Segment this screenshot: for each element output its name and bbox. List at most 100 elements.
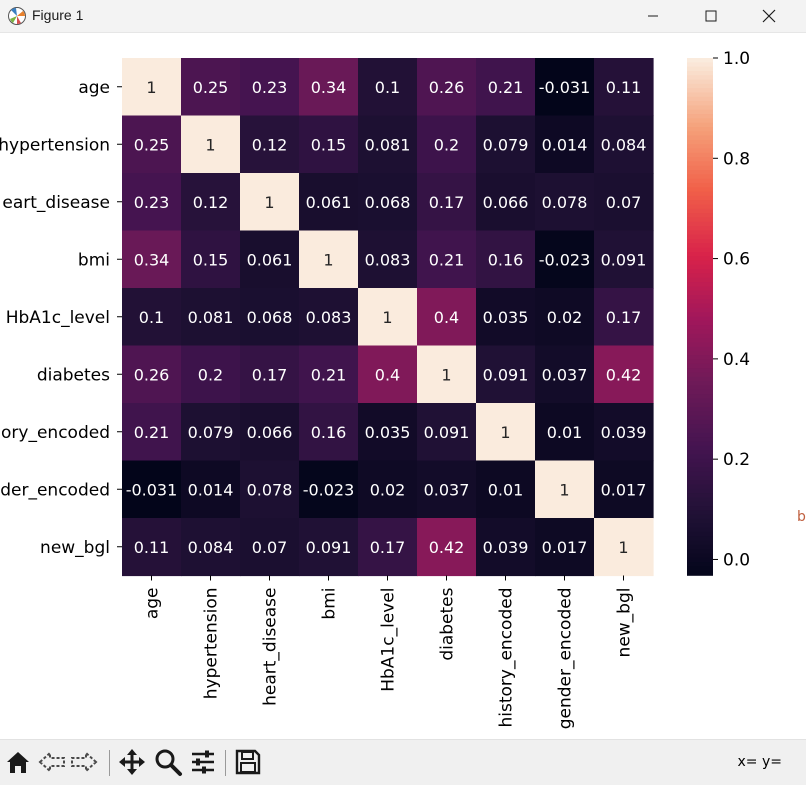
colorbar-segment xyxy=(687,454,713,460)
colorbar-segment xyxy=(687,338,713,344)
colorbar-segment xyxy=(687,200,713,206)
colorbar-segment xyxy=(687,83,713,89)
cell-value-label: 0.037 xyxy=(424,480,470,499)
back-arrow-icon xyxy=(38,750,65,774)
navigation-toolbar: x= y= xyxy=(0,739,806,785)
colorbar-segment xyxy=(687,62,713,68)
cell-value-label: 0.21 xyxy=(429,250,465,269)
heatmap-cell xyxy=(122,518,182,577)
colorbar-segment xyxy=(687,493,713,499)
heatmap-cell xyxy=(594,403,654,462)
heatmap-cell xyxy=(240,58,300,117)
heatmap-cell xyxy=(240,460,300,519)
cell-value-label: 1 xyxy=(441,365,451,384)
y-tick-label: diabetes xyxy=(37,365,110,385)
heatmap-cell xyxy=(594,173,654,232)
heatmap-cell xyxy=(476,58,536,117)
colorbar-segment xyxy=(687,406,713,413)
cell-value-label: 0.084 xyxy=(188,538,234,557)
heatmap-cell xyxy=(417,288,477,347)
cell-value-label: 0.34 xyxy=(311,78,347,97)
y-tick-label: ory_encoded xyxy=(1,423,110,443)
zoom-icon xyxy=(155,749,182,776)
colorbar-segment xyxy=(687,445,713,451)
cell-value-label: 0.4 xyxy=(434,308,459,327)
cell-value-label: 0.17 xyxy=(252,365,288,384)
heatmap-cell xyxy=(358,58,418,117)
heatmap-cell xyxy=(358,288,418,347)
home-button[interactable] xyxy=(2,746,34,778)
colorbar-segment xyxy=(687,467,713,473)
cell-value-label: 0.068 xyxy=(365,193,411,212)
colorbar-segment xyxy=(687,226,713,232)
cell-value-label: 0.11 xyxy=(134,538,170,557)
y-tick-label: age xyxy=(78,78,110,98)
colorbar-segment xyxy=(687,161,713,167)
colorbar-segment xyxy=(687,316,713,322)
colorbar-segment xyxy=(687,238,713,245)
cell-value-label: 0.014 xyxy=(542,135,588,154)
cell-value-label: 0.17 xyxy=(429,193,465,212)
cell-value-label: 0.039 xyxy=(483,538,529,557)
cell-value-label: 0.26 xyxy=(134,365,170,384)
cell-value-label: 0.25 xyxy=(193,78,229,97)
x-tick-label: history_encoded xyxy=(497,588,517,728)
minimize-button[interactable] xyxy=(624,0,682,32)
colorbar-tick-label: 0.2 xyxy=(723,450,750,470)
heatmap-cell xyxy=(417,460,477,519)
colorbar-segment xyxy=(687,79,713,85)
y-tick-label: new_bgl xyxy=(40,538,110,558)
colorbar-segment xyxy=(687,144,713,150)
maximize-button[interactable] xyxy=(682,0,740,32)
heatmap-cell xyxy=(476,288,536,347)
heatmap-cell xyxy=(181,58,241,117)
heatmap-cell xyxy=(476,345,536,404)
colorbar-segment xyxy=(687,213,713,219)
colorbar-segment xyxy=(687,428,713,434)
colorbar-segment xyxy=(687,208,713,214)
colorbar-segment xyxy=(687,234,713,240)
cell-value-label: 0.17 xyxy=(370,538,406,557)
heatmap-cell xyxy=(594,288,654,347)
cell-value-label: 0.079 xyxy=(188,423,234,442)
heatmap-cell xyxy=(240,173,300,232)
forward-button[interactable] xyxy=(68,746,100,778)
figure-canvas[interactable]: 1 0.25 0.23 0.34 0.1 0.26 0.21 -0.031 0.11 0.25 1 0… xyxy=(0,33,806,739)
window-title: Figure 1 xyxy=(32,7,84,23)
colorbar-segment xyxy=(687,419,713,426)
maximize-icon xyxy=(705,10,717,22)
close-button[interactable] xyxy=(740,0,798,32)
colorbar-segment xyxy=(687,381,713,387)
zoom-button[interactable] xyxy=(152,746,184,778)
heatmap-cell xyxy=(240,403,300,462)
pan-button[interactable] xyxy=(116,746,148,778)
colorbar-segment xyxy=(687,333,713,339)
configure-subplots-button[interactable] xyxy=(187,746,219,778)
colorbar-segment xyxy=(687,122,713,128)
back-button[interactable] xyxy=(36,746,68,778)
heatmap-cell xyxy=(417,115,477,174)
colorbar-segment xyxy=(687,514,713,520)
cell-value-label: 0.15 xyxy=(311,135,347,154)
colorbar-tick-label: 0.8 xyxy=(723,149,750,169)
colorbar-segment xyxy=(687,497,713,503)
colorbar-segment xyxy=(687,282,713,288)
heatmap-cell xyxy=(535,403,595,462)
heatmap-cell xyxy=(594,115,654,174)
cell-value-label: 0.2 xyxy=(434,135,459,154)
colorbar-segment xyxy=(687,269,713,275)
heatmap-cell xyxy=(240,518,300,577)
cell-value-label: 0.02 xyxy=(547,308,583,327)
colorbar-segment xyxy=(687,432,713,438)
colorbar-segment xyxy=(687,96,713,102)
save-button[interactable] xyxy=(232,746,264,778)
colorbar-segment xyxy=(687,570,713,576)
colorbar-segment xyxy=(687,101,713,107)
cell-value-label: 0.12 xyxy=(193,193,229,212)
colorbar-segment xyxy=(687,544,713,550)
cell-value-label: 1 xyxy=(264,193,274,212)
heatmap-cell xyxy=(358,345,418,404)
cell-value-label: 0.02 xyxy=(370,480,406,499)
colorbar-segment xyxy=(687,471,713,477)
cell-value-label: 0.061 xyxy=(247,250,293,269)
